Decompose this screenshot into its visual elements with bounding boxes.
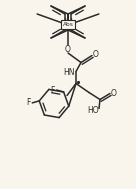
Text: HO: HO: [87, 106, 99, 115]
Text: O: O: [93, 50, 99, 59]
Text: O: O: [111, 89, 117, 98]
Text: O: O: [65, 45, 71, 54]
Text: F: F: [50, 85, 55, 94]
Text: F: F: [26, 98, 30, 107]
Text: HN: HN: [63, 68, 75, 77]
FancyBboxPatch shape: [61, 20, 75, 29]
Text: Abs: Abs: [63, 22, 73, 28]
